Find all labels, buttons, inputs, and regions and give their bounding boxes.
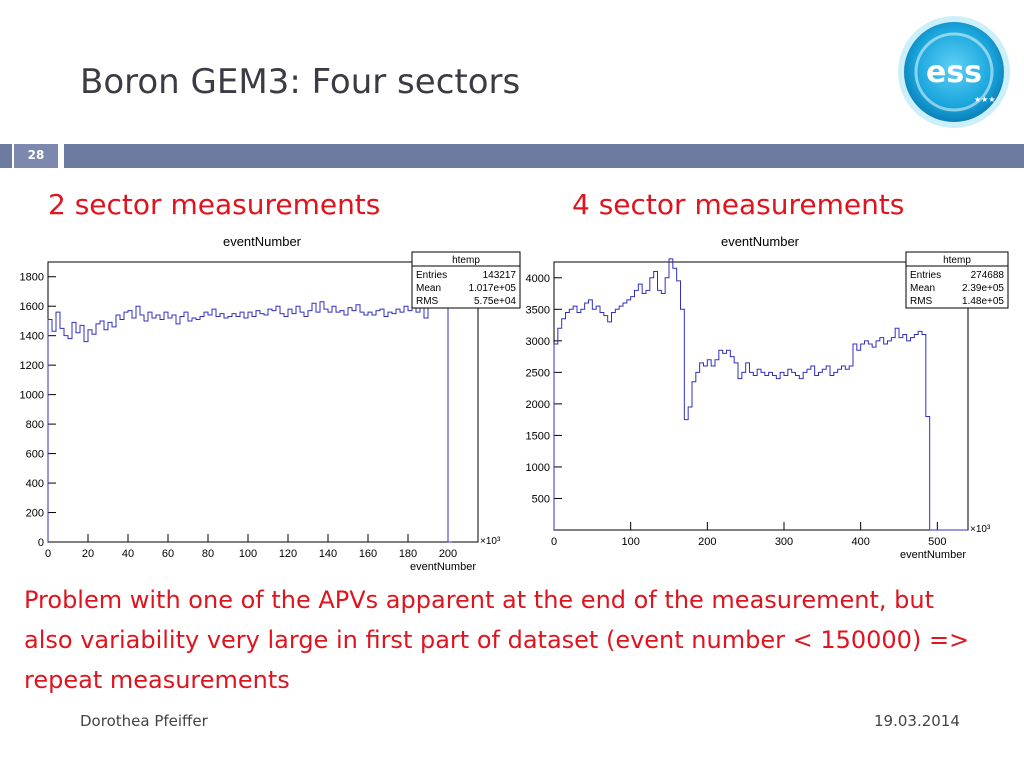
x-axis-label: eventNumber [410,561,476,573]
y-tick-label: 3000 [526,336,550,348]
plot-title: eventNumber [223,234,302,249]
y-tick-label: 600 [26,449,44,461]
y-tick-label: 2000 [526,399,550,411]
stats-label-mean: Mean [416,283,441,294]
x-tick-label: 140 [319,548,337,560]
x-tick-label: 100 [239,548,257,560]
x-tick-label: 40 [122,548,134,560]
x-tick-label: 0 [45,548,51,560]
x-axis-label: eventNumber [900,549,966,561]
histogram-2-sector-svg: eventNumber 0 20 40 60 80 100 120 140 160 180 200 0 2… [20,234,521,573]
x-tick-label: 20 [82,548,94,560]
x-tick-label: 200 [439,548,457,560]
y-tick-label: 1000 [526,462,550,474]
histogram-4-sector-svg: eventNumber 0 100 200 300 400 500 500 1000 1500 20… [526,234,1009,561]
svg-text:ess: ess [926,55,982,90]
slide-number-bar: 28 [0,144,1024,168]
stats-label-rms: RMS [416,296,439,307]
y-tick-label: 0 [38,537,44,549]
y-tick-label: 1000 [20,390,44,402]
stats-label-rms: RMS [910,296,933,307]
stats-value-entries: 274688 [971,270,1005,281]
y-tick-label: 500 [532,493,550,505]
y-tick-label: 3500 [526,304,550,316]
problem-note: Problem with one of the APVs apparent at… [24,586,970,694]
ess-logo-icon: ess ★★★ [896,14,1012,130]
stats-box [411,251,521,309]
histogram-series [553,258,968,531]
y-tick-label: 1600 [20,301,44,313]
x-tick-label: 120 [279,548,297,560]
stats-value-rms: 5.75e+04 [474,296,516,307]
stats-name: htemp [452,255,480,266]
plot-title: eventNumber [721,234,800,249]
x-tick-label: 100 [621,536,639,548]
x-tick-label: 400 [851,536,869,548]
slide-title: Boron GEM3: Four sectors [80,62,521,102]
y-tick-label: 4000 [526,273,550,285]
histogram-2-sector: eventNumber 0 20 40 60 80 100 120 140 160 180 200 0 2… [0,226,522,574]
histogram-4-sector: eventNumber 0 100 200 300 400 500 500 1000 1500 20… [522,226,1024,574]
y-tick-label: 200 [26,508,44,520]
y-tick-label: 2500 [526,367,550,379]
y-tick-label: 1400 [20,331,44,343]
x-tick-label: 160 [359,548,377,560]
x-tick-label: 0 [551,536,557,548]
svg-text:★★★: ★★★ [974,95,996,104]
stats-label-entries: Entries [910,270,941,281]
stats-value-entries: 143217 [483,270,517,281]
stats-value-mean: 1.017e+05 [468,283,516,294]
x-multiplier: ×10³ [970,524,991,535]
x-tick-label: 500 [928,536,946,548]
x-tick-label: 180 [399,548,417,560]
y-tick-label: 400 [26,478,44,490]
y-tick-label: 1200 [20,360,44,372]
footer-date: 19.03.2014 [874,712,960,730]
stats-value-rms: 1.48e+05 [962,296,1004,307]
x-tick-label: 300 [775,536,793,548]
stats-name: htemp [943,255,971,266]
x-tick-label: 200 [698,536,716,548]
right-heading: 4 sector measurements [572,188,905,221]
y-tick-label: 1800 [20,272,44,284]
stats-value-mean: 2.39e+05 [962,283,1004,294]
stats-label-mean: Mean [910,283,935,294]
stats-box [905,251,1009,309]
y-tick-label: 1500 [526,430,550,442]
footer-author: Dorothea Pfeiffer [80,712,208,730]
left-heading: 2 sector measurements [48,188,381,221]
x-multiplier: ×10³ [480,536,501,547]
histogram-series [47,290,452,543]
stats-label-entries: Entries [416,270,447,281]
x-tick-label: 60 [162,548,174,560]
x-tick-label: 80 [202,548,214,560]
slide-number: 28 [14,144,58,168]
y-tick-label: 800 [26,419,44,431]
